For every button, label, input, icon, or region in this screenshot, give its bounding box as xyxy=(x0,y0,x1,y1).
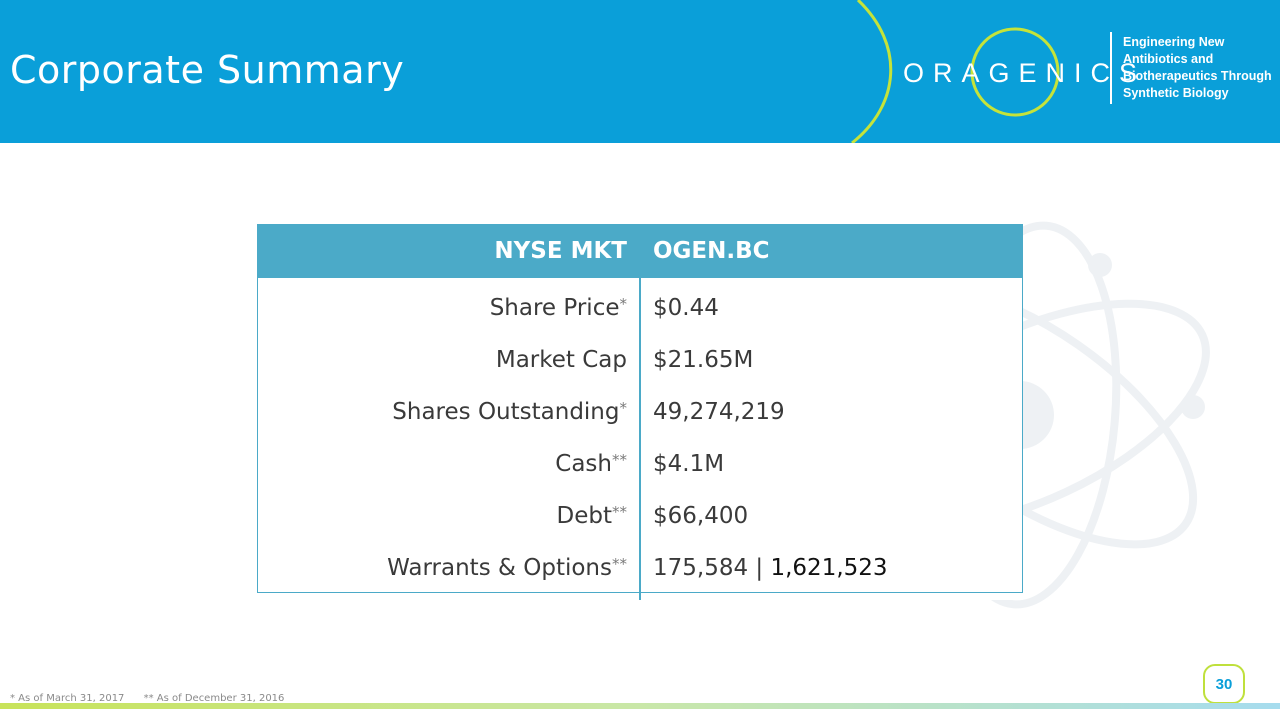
tagline-line: Synthetic Biology xyxy=(1123,86,1229,100)
table-row: Shares Outstanding* 49,274,219 xyxy=(257,386,1023,438)
row-value: $66,400 xyxy=(640,490,1023,542)
row-value: 49,274,219 xyxy=(640,386,1023,438)
tagline-line: Engineering New xyxy=(1123,35,1225,49)
options-value: 1,621,523 xyxy=(770,555,888,581)
row-label-text: Share Price xyxy=(489,295,620,321)
footnote-december: ** As of December 31, 2016 xyxy=(143,693,285,704)
row-label-text: Debt xyxy=(556,503,612,529)
row-value: $4.1M xyxy=(640,438,1023,490)
header-banner: Corporate Summary ORAGENICS Engineering … xyxy=(0,0,1280,143)
table-row: Share Price* $0.44 xyxy=(257,278,1023,334)
footnotes: * As of March 31, 2017 ** As of December… xyxy=(10,693,300,704)
table-row: Debt** $66,400 xyxy=(257,490,1023,542)
footnote-mark: ** xyxy=(612,503,627,521)
table-row: Cash** $4.1M xyxy=(257,438,1023,490)
row-label: Cash** xyxy=(257,438,641,490)
row-value: $21.65M xyxy=(640,334,1023,386)
footnote-mark: ** xyxy=(612,451,627,469)
row-label-text: Cash xyxy=(555,451,612,477)
table-row: Market Cap $21.65M xyxy=(257,334,1023,386)
row-value: $0.44 xyxy=(640,278,1023,334)
footnote-mark: * xyxy=(619,399,628,417)
header-exchange: NYSE MKT xyxy=(257,224,641,278)
footnote-march: * As of March 31, 2017 xyxy=(10,693,125,704)
table-header-row: NYSE MKT OGEN.BC xyxy=(257,224,1023,278)
tagline-line: Biotherapeutics Through xyxy=(1123,69,1272,83)
page-title: Corporate Summary xyxy=(10,48,405,92)
corporate-summary-table: NYSE MKT OGEN.BC Share Price* $0.44 Mark… xyxy=(257,224,1023,600)
row-label-text: Warrants & Options xyxy=(387,555,612,581)
oragenics-logo: ORAGENICS Engineering New Antibiotics an… xyxy=(895,22,1275,122)
bottom-gradient-bar xyxy=(0,703,1280,709)
header-ticker: OGEN.BC xyxy=(640,224,1023,278)
header-arc-decoration xyxy=(851,0,893,143)
row-label: Share Price* xyxy=(257,278,641,334)
logo-wordmark: ORAGENICS xyxy=(903,58,1147,88)
row-label-text: Market Cap xyxy=(495,347,627,373)
row-label-text: Shares Outstanding xyxy=(392,399,620,425)
table-row: Warrants & Options** 175,584 | 1,621,523 xyxy=(257,542,1023,600)
warrants-value: 175,584 | xyxy=(653,555,771,581)
row-label: Debt** xyxy=(257,490,641,542)
page-number-badge: 30 xyxy=(1203,664,1245,704)
row-value: 175,584 | 1,621,523 xyxy=(640,542,1023,600)
row-label: Warrants & Options** xyxy=(257,542,641,600)
row-label: Market Cap xyxy=(257,334,641,386)
footnote-mark: * xyxy=(619,295,628,313)
tagline-line: Antibiotics and xyxy=(1123,52,1214,66)
logo-ring-icon xyxy=(970,27,1060,117)
footnote-mark: ** xyxy=(612,555,627,573)
row-label: Shares Outstanding* xyxy=(257,386,641,438)
logo-divider xyxy=(1110,32,1112,104)
logo-tagline: Engineering New Antibiotics and Biothera… xyxy=(1123,34,1280,102)
